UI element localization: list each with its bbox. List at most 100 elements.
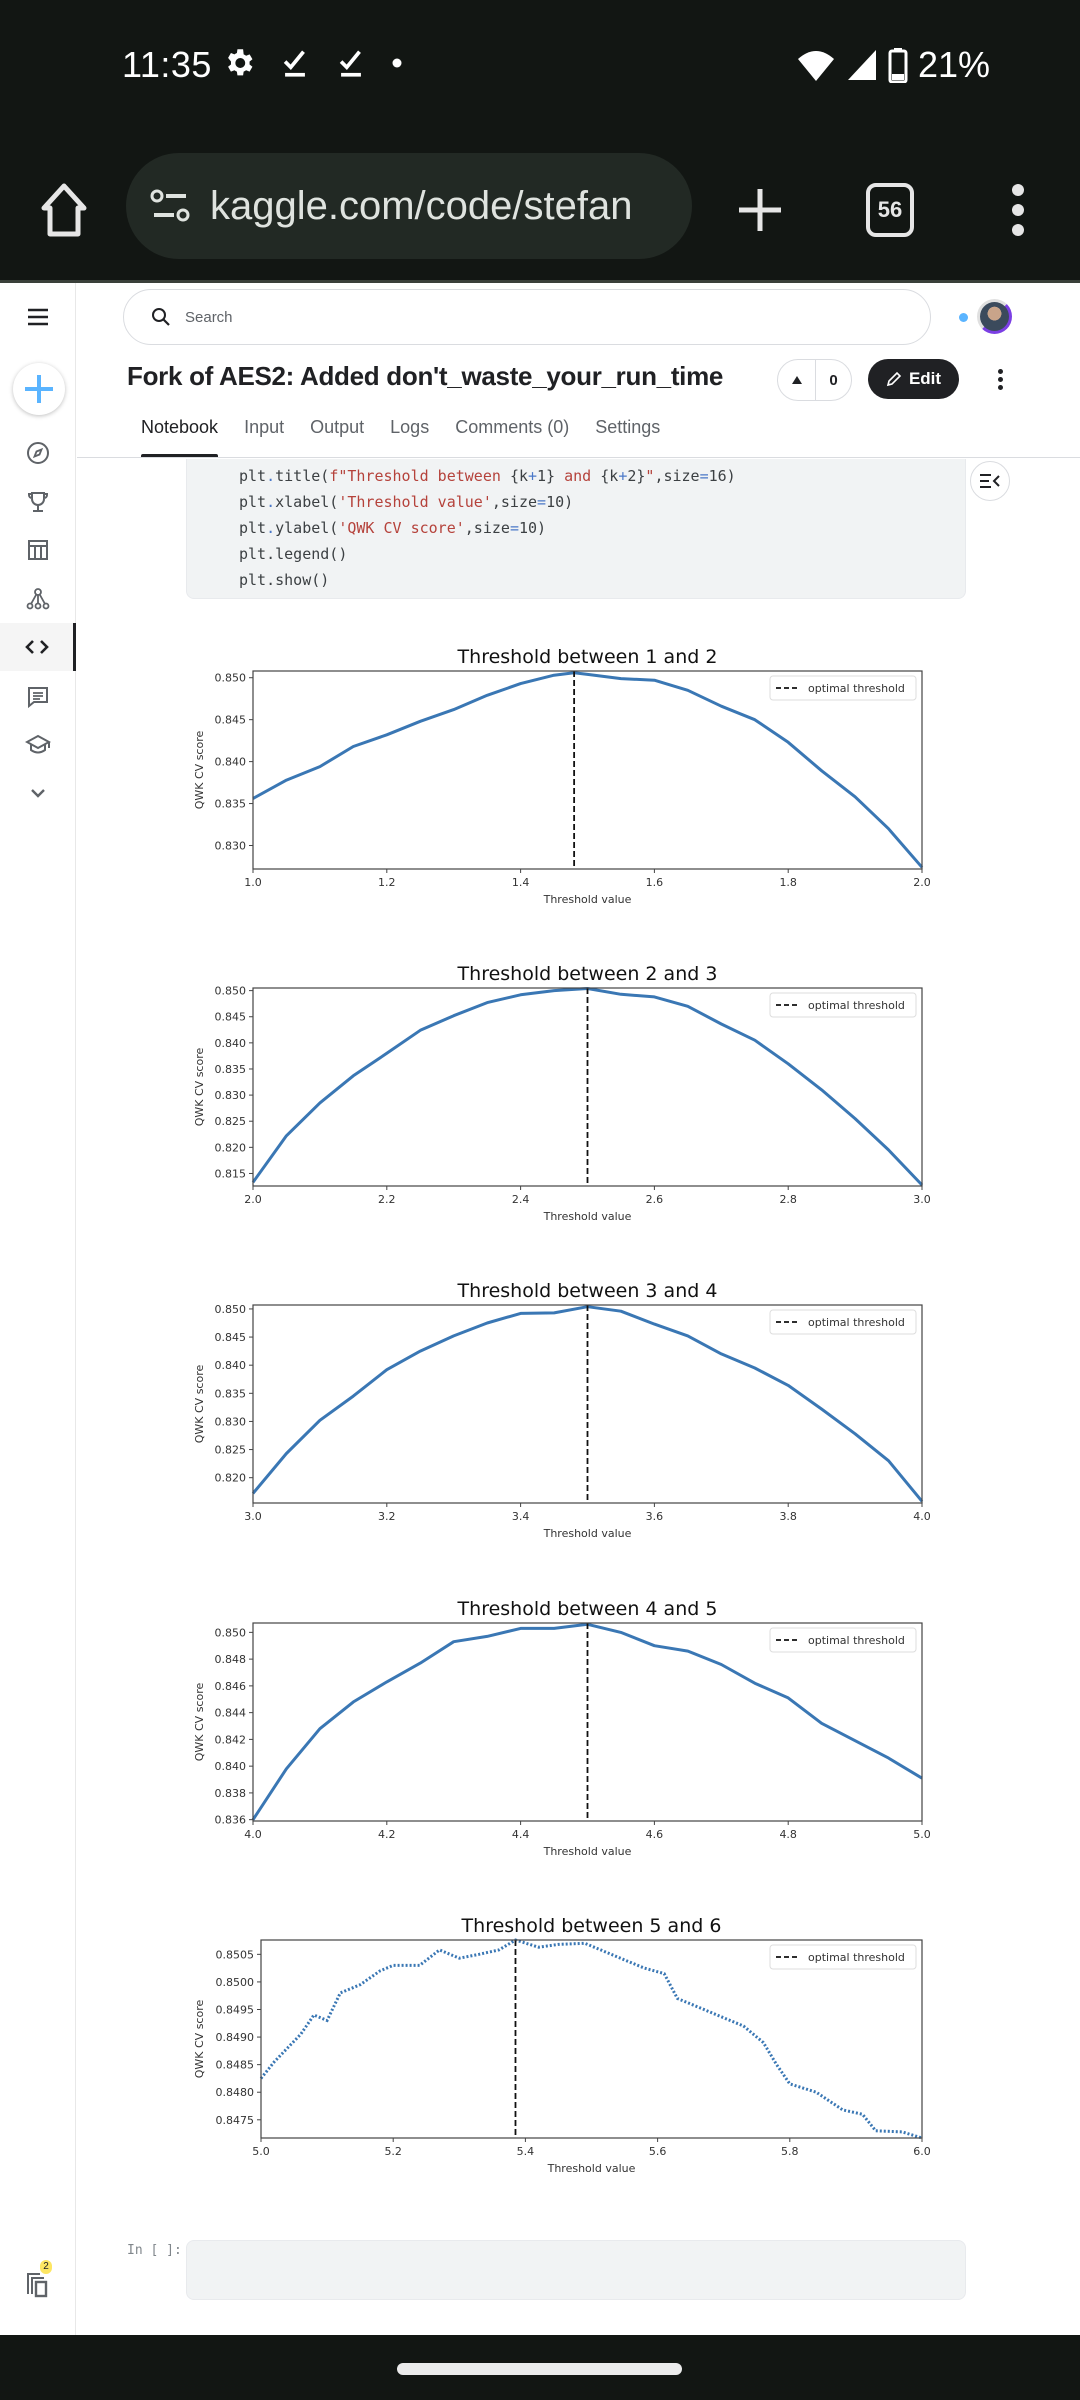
y-tick-label: 0.820 bbox=[215, 1472, 247, 1485]
legend bbox=[769, 1309, 917, 1335]
chart-title: Threshold between 2 and 3 bbox=[457, 963, 718, 985]
upvote-control[interactable]: 0 bbox=[777, 359, 852, 401]
plot-frame bbox=[252, 670, 923, 870]
create-button[interactable] bbox=[13, 363, 65, 415]
legend bbox=[769, 675, 917, 701]
tab-comments[interactable]: Comments (0) bbox=[455, 417, 570, 437]
x-tick-label: 3.0 bbox=[913, 1193, 931, 1206]
search-placeholder: Search bbox=[185, 308, 233, 326]
explore-icon bbox=[27, 442, 49, 464]
x-tick-label: 2.0 bbox=[244, 1193, 262, 1206]
x-axis-label: Threshold value bbox=[543, 1845, 632, 1858]
sidebar-item-code[interactable] bbox=[0, 623, 76, 671]
y-tick-label: 0.850 bbox=[215, 985, 247, 998]
x-tick-label: 5.0 bbox=[252, 2145, 270, 2158]
plot-frame bbox=[252, 1304, 923, 1504]
x-tick-label: 3.2 bbox=[378, 1510, 396, 1523]
learn-icon bbox=[25, 734, 51, 754]
y-axis-label: QWK CV score bbox=[193, 2000, 206, 2079]
y-tick-label: 0.846 bbox=[215, 1680, 247, 1693]
edit-button[interactable]: Edit bbox=[868, 359, 959, 399]
x-tick-label: 5.0 bbox=[913, 1828, 931, 1841]
code-cell[interactable]: plt.title(f"Threshold between {k+1} and … bbox=[186, 459, 966, 599]
download-done-icon bbox=[339, 50, 361, 77]
more-options-button[interactable] bbox=[990, 361, 1010, 397]
y-axis-label: QWK CV score bbox=[193, 1365, 206, 1444]
sidebar: 2 bbox=[0, 283, 76, 2338]
x-tick-label: 3.4 bbox=[512, 1510, 529, 1523]
x-tick-label: 1.2 bbox=[378, 876, 396, 889]
x-tick-label: 4.2 bbox=[378, 1828, 396, 1841]
y-tick-label: 0.845 bbox=[215, 714, 247, 727]
tab-notebook[interactable]: Notebook bbox=[141, 417, 219, 457]
legend-label: optimal threshold bbox=[808, 1951, 905, 1964]
tab-switcher-button[interactable]: 56 bbox=[866, 183, 914, 237]
sidebar-item-competitions[interactable] bbox=[0, 478, 76, 526]
search-input[interactable]: Search bbox=[123, 289, 931, 345]
x-tick-label: 5.8 bbox=[781, 2145, 799, 2158]
site-settings-icon[interactable] bbox=[148, 186, 192, 226]
y-tick-label: 0.8475 bbox=[216, 2114, 255, 2127]
address-bar[interactable]: kaggle.com/code/stefan bbox=[126, 153, 692, 259]
y-tick-label: 0.8480 bbox=[216, 2086, 255, 2099]
sidebar-item-explore[interactable] bbox=[0, 429, 76, 477]
chevron-down-icon bbox=[31, 789, 45, 798]
tab-logs[interactable]: Logs bbox=[390, 417, 430, 437]
menu-button[interactable] bbox=[0, 293, 76, 341]
y-tick-label: 0.830 bbox=[215, 840, 247, 853]
home-icon[interactable] bbox=[38, 182, 90, 238]
tab-count: 56 bbox=[877, 197, 903, 222]
upvote-button[interactable] bbox=[778, 359, 816, 401]
sidebar-item-models[interactable] bbox=[0, 575, 76, 623]
sidebar-item-learn[interactable] bbox=[0, 721, 76, 769]
y-tick-label: 0.8490 bbox=[216, 2031, 255, 2044]
y-tick-label: 0.850 bbox=[215, 1303, 247, 1316]
avatar[interactable] bbox=[977, 299, 1012, 334]
chart-title: Threshold between 4 and 5 bbox=[457, 1598, 718, 1620]
empty-code-cell[interactable] bbox=[186, 2240, 966, 2300]
x-tick-label: 2.8 bbox=[779, 1193, 797, 1206]
browser-menu-button[interactable] bbox=[1010, 184, 1026, 236]
y-tick-label: 0.840 bbox=[215, 1037, 247, 1050]
y-tick-label: 0.844 bbox=[215, 1707, 247, 1720]
y-tick-label: 0.848 bbox=[215, 1653, 247, 1666]
trophy-icon bbox=[28, 492, 48, 512]
plot-frame bbox=[252, 987, 923, 1187]
tab-output[interactable]: Output bbox=[310, 417, 365, 437]
sidebar-item-datasets[interactable] bbox=[0, 526, 76, 574]
y-tick-label: 0.840 bbox=[215, 756, 247, 769]
x-tick-label: 2.6 bbox=[646, 1193, 664, 1206]
home-gesture-handle[interactable] bbox=[397, 2363, 682, 2375]
status-icons-right: 21% bbox=[796, 44, 990, 86]
url-text[interactable]: kaggle.com/code/stefan bbox=[210, 183, 633, 228]
y-tick-label: 0.825 bbox=[215, 1444, 247, 1457]
y-tick-label: 0.830 bbox=[215, 1089, 247, 1102]
data-series bbox=[252, 671, 924, 869]
empty-cell-prompt: In [ ]: bbox=[127, 2243, 182, 2258]
browser-toolbar: kaggle.com/code/stefan 56 bbox=[0, 140, 1080, 280]
x-tick-label: 4.0 bbox=[244, 1828, 262, 1841]
sidebar-item-discussions[interactable] bbox=[0, 673, 76, 721]
edit-label: Edit bbox=[908, 369, 942, 388]
legend-label: optimal threshold bbox=[808, 1634, 905, 1647]
new-tab-icon[interactable] bbox=[735, 185, 785, 235]
tab-settings[interactable]: Settings bbox=[595, 417, 661, 437]
x-tick-label: 1.4 bbox=[512, 876, 529, 889]
tab-input[interactable]: Input bbox=[244, 417, 285, 437]
table-of-contents-button[interactable] bbox=[970, 461, 1010, 501]
x-tick-label: 4.4 bbox=[512, 1828, 529, 1841]
kaggle-page: 2 Search Fork of AES2: Added don't_waste… bbox=[0, 280, 1080, 2338]
chart-title: Threshold between 3 and 4 bbox=[457, 1280, 718, 1302]
status-bar: 11:35 21% bbox=[0, 0, 1080, 140]
discussions-icon bbox=[28, 687, 48, 709]
x-tick-label: 4.8 bbox=[779, 1828, 797, 1841]
notifications-button[interactable]: 2 bbox=[24, 2260, 58, 2302]
legend bbox=[769, 1944, 917, 1970]
sidebar-more-button[interactable] bbox=[0, 769, 76, 817]
toc-collapse-icon bbox=[980, 474, 1000, 488]
x-tick-label: 2.2 bbox=[378, 1193, 396, 1206]
x-tick-label: 5.4 bbox=[517, 2145, 535, 2158]
gear-icon bbox=[228, 49, 253, 76]
x-tick-label: 3.0 bbox=[244, 1510, 262, 1523]
y-tick-label: 0.835 bbox=[215, 1387, 247, 1400]
